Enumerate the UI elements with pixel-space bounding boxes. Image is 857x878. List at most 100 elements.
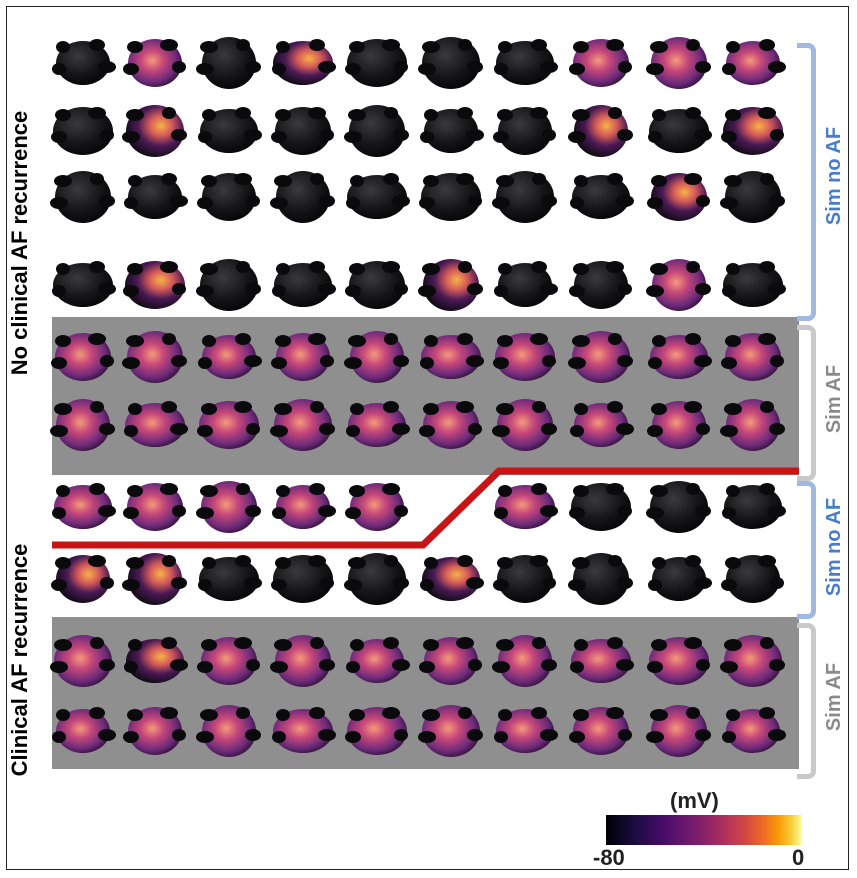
atrium-activated (494, 707, 558, 753)
atrium-dark (196, 37, 261, 89)
atrium-activated (270, 635, 335, 687)
atrium-partial (647, 173, 710, 221)
atrium-activated (646, 37, 711, 89)
atrium-activated (197, 401, 260, 449)
atrium-activated (272, 707, 336, 753)
figure-panel: No clinical AF recurrence Clinical AF re… (6, 6, 849, 870)
atrium-dark (418, 37, 483, 89)
atrium-activated (123, 483, 186, 531)
atrium-dark (52, 39, 116, 85)
atrium-partial (122, 553, 187, 605)
atrium-activated (344, 331, 409, 383)
label-sim-af-upper: Sim AF (823, 364, 845, 434)
atrium-activated (50, 399, 115, 451)
atrium-activated (418, 705, 483, 757)
atrium-activated (569, 707, 632, 755)
atrium-dark (197, 173, 260, 221)
atrium-activated (569, 39, 632, 87)
label-clinical-af-recurrence: Clinical AF recurrence (7, 543, 32, 777)
atrium-dark (570, 173, 634, 219)
atrium-dark (344, 553, 409, 605)
atrium-dark (344, 105, 409, 157)
atrium-activated (50, 635, 115, 687)
colorbar-min-label: -80 (593, 845, 625, 870)
atrium-activated (646, 259, 711, 311)
atrium-activated (721, 333, 784, 381)
atrium-dark (345, 39, 408, 87)
atrium-partial (51, 555, 114, 603)
group-boundary-line (52, 467, 799, 549)
atrium-partial (122, 105, 187, 157)
atrium-partial (124, 637, 188, 683)
atrium-activated (345, 707, 408, 755)
atrium-partial (568, 105, 633, 157)
atrium-activated (647, 401, 710, 449)
atrium-activated (272, 483, 336, 529)
atrium-activated (124, 401, 188, 447)
atrium-activated (346, 401, 410, 447)
atrium-partial (721, 107, 784, 155)
atrium-activated (494, 483, 558, 529)
bracket-sim-af-upper (797, 325, 816, 481)
atrium-dark (492, 171, 557, 223)
atrium-dark (346, 173, 410, 219)
colorbar-max-label: 0 (792, 845, 805, 870)
atrium-activated (271, 333, 334, 381)
atria-grid (50, 37, 786, 757)
atrium-activated (123, 39, 186, 87)
atrium-activated (270, 399, 335, 451)
atrium-dark (569, 483, 632, 531)
atrium-activated (345, 483, 408, 531)
atrium-dark (198, 555, 262, 601)
label-sim-no-af-upper: Sim no AF (823, 126, 845, 226)
atrium-activated (419, 401, 482, 449)
atrium-activated (52, 707, 116, 753)
atrium-activated (493, 333, 556, 381)
atrium-dark (720, 171, 785, 223)
bracket-sim-no-af-upper (797, 43, 816, 321)
atrium-dark (568, 553, 633, 605)
atrium-activated (570, 401, 634, 447)
atrium-partial (272, 39, 336, 85)
atrium-activated (568, 331, 633, 383)
atrium-activated (196, 481, 261, 533)
atrium-dark (270, 171, 335, 223)
atrium-partial (418, 259, 483, 311)
atrium-dark (722, 483, 786, 529)
atrium-activated (720, 399, 785, 451)
atrium-activated (720, 635, 785, 687)
atrium-activated (419, 637, 482, 685)
atrium-activated (647, 637, 710, 685)
atrium-dark (493, 107, 556, 155)
atrium-dark (721, 555, 784, 603)
atrium-dark (196, 259, 261, 311)
atrium-dark (722, 261, 786, 307)
atrium-activated (646, 705, 711, 757)
atrium-dark (124, 173, 188, 219)
boundary-polyline (52, 467, 799, 549)
atrium-activated (52, 483, 116, 529)
atrium-dark (272, 261, 336, 307)
atrium-dark (271, 107, 334, 155)
bracket-sim-af-lower (797, 623, 816, 779)
atrium-activated (123, 707, 186, 755)
atrium-dark (494, 39, 558, 85)
label-sim-af-lower: Sim AF (823, 662, 845, 732)
atrium-activated (492, 399, 557, 451)
atrium-activated (51, 333, 114, 381)
bracket-sim-no-af-lower (797, 481, 816, 619)
atrium-activated (197, 637, 260, 685)
atrium-activated (492, 635, 557, 687)
atrium-activated (420, 333, 484, 379)
atrium-dark (494, 261, 558, 307)
atrium-dark (648, 107, 712, 153)
atrium-activated (722, 707, 786, 753)
atrium-dark (569, 261, 632, 309)
atrium-dark (198, 107, 262, 153)
atrium-dark (419, 173, 482, 221)
atrium-dark (493, 555, 556, 603)
atrium-dark (646, 481, 711, 533)
atrium-activated (648, 333, 712, 379)
atrium-dark (52, 261, 116, 307)
atrium-dark (648, 555, 712, 601)
